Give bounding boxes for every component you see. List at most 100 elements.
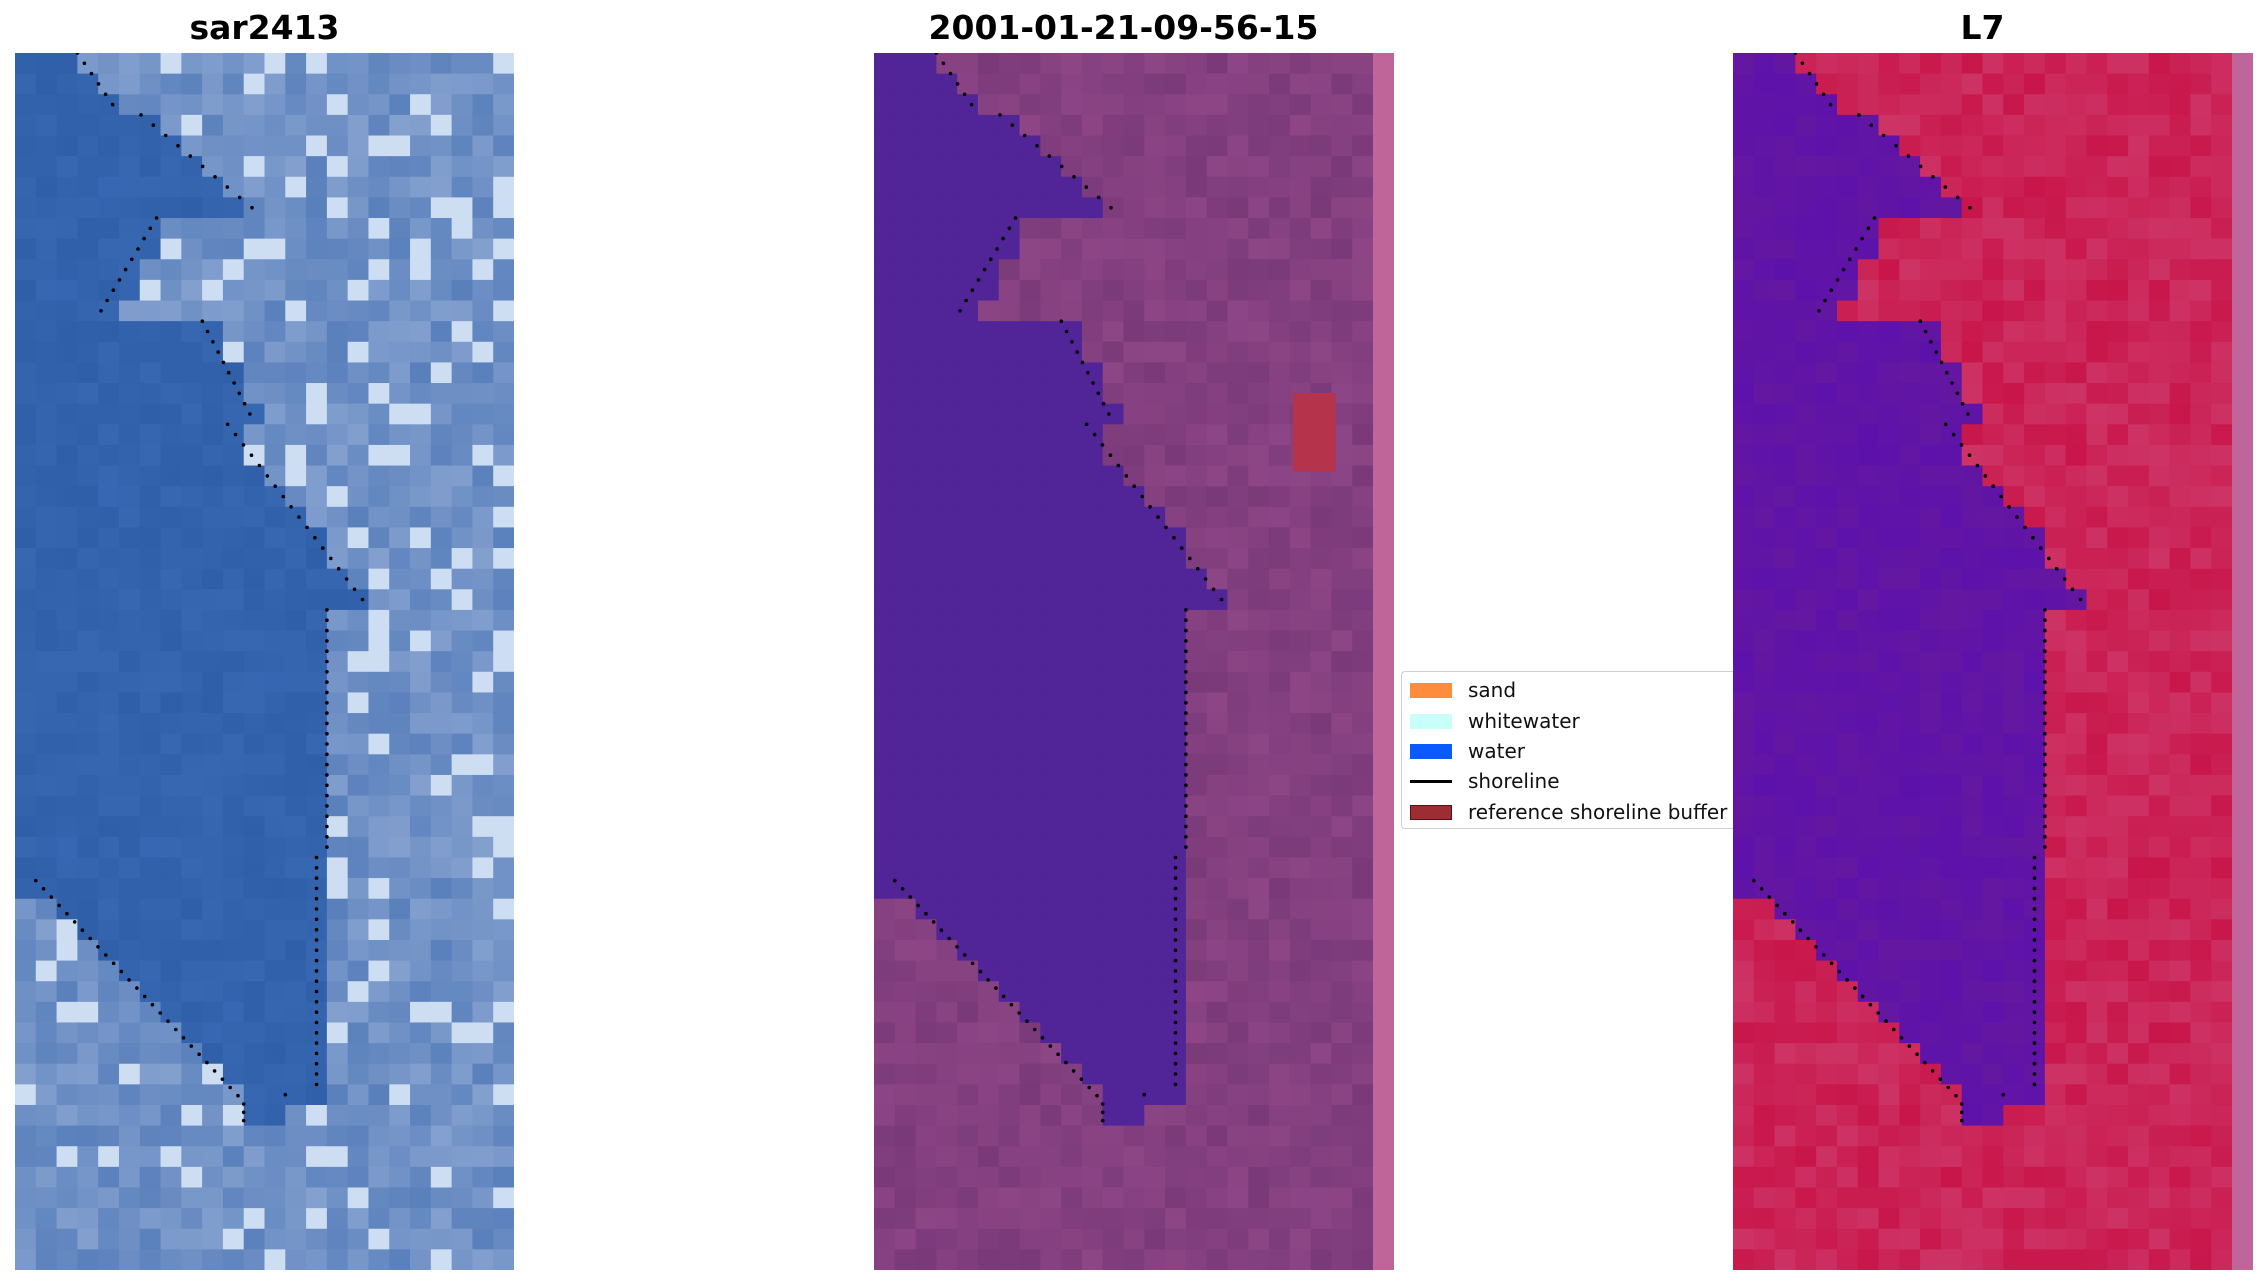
shoreline-dot	[2032, 917, 2037, 922]
shoreline-dot	[248, 412, 252, 416]
shoreline-dot	[188, 154, 193, 158]
shoreline-dot	[1790, 920, 1795, 924]
shoreline-dot	[1184, 680, 1188, 684]
shoreline-dot	[103, 92, 108, 97]
shoreline-dot	[1064, 1060, 1068, 1065]
shoreline-dot	[265, 474, 270, 478]
shoreline-dot	[2043, 845, 2047, 849]
shoreline-dot	[1866, 226, 1871, 231]
shoreline-dot	[1184, 701, 1188, 705]
shoreline-dot	[236, 1093, 240, 1098]
shoreline-dot	[1195, 566, 1200, 571]
shoreline-dot	[955, 945, 959, 949]
shoreline-dot	[1172, 535, 1176, 540]
shoreline-dot	[154, 216, 159, 220]
shoreline-dot	[119, 969, 124, 974]
shoreline-dot	[1951, 432, 1956, 437]
shoreline-dot	[1829, 288, 1834, 292]
shoreline-dot	[212, 1069, 217, 1073]
shoreline-dot	[1975, 463, 1980, 468]
shoreline-dot	[1001, 994, 1006, 999]
shoreline-dot	[200, 164, 205, 169]
shoreline-dot	[228, 1085, 232, 1090]
shoreline-dot	[2043, 628, 2047, 633]
shoreline-dot	[1939, 360, 1944, 365]
shoreline-dot	[1173, 896, 1178, 901]
shoreline-dot	[237, 391, 242, 396]
shoreline-dot	[158, 1011, 162, 1015]
shoreline-dot	[135, 986, 139, 990]
shoreline-dot	[2032, 1072, 2037, 1076]
shoreline-dot	[241, 443, 246, 447]
shoreline-dot	[2032, 896, 2037, 901]
shoreline-dot	[1943, 185, 1948, 189]
shoreline-dot	[336, 566, 341, 571]
rgb-satellite-image	[15, 53, 514, 1270]
shoreline-dot	[1894, 144, 1898, 148]
shoreline-line-symbol	[1410, 779, 1452, 783]
shoreline-dot	[2032, 855, 2037, 860]
shoreline-dot	[325, 814, 329, 818]
shoreline-dot	[1845, 978, 1849, 982]
shoreline-dot	[1056, 1052, 1060, 1057]
shoreline-dot	[970, 961, 975, 966]
shoreline-dot	[1096, 195, 1101, 200]
shoreline-dot	[1876, 1011, 1880, 1015]
shoreline-dot	[2043, 639, 2047, 643]
shoreline-dot	[1884, 1019, 1888, 1023]
shoreline-dot	[225, 185, 230, 189]
shoreline-dot	[1173, 855, 1178, 860]
shoreline-dot	[1841, 267, 1846, 272]
shoreline-dot	[314, 1031, 319, 1035]
shoreline-dot	[1184, 835, 1188, 839]
shoreline-dot	[1868, 1002, 1873, 1007]
shoreline-dot	[325, 762, 329, 767]
shoreline-dot	[216, 350, 220, 354]
shoreline-dot	[1132, 484, 1136, 489]
shoreline-dot	[111, 288, 116, 292]
shoreline-dot	[150, 1002, 155, 1007]
shoreline-dot	[314, 917, 319, 922]
shoreline-dot	[2001, 1092, 2006, 1097]
shoreline-dot	[2043, 618, 2047, 622]
shoreline-dot	[314, 1051, 319, 1056]
index-panel-title: L7	[1960, 8, 2005, 47]
shoreline-dot	[242, 401, 247, 406]
shoreline-dot	[2043, 742, 2047, 746]
shoreline-dot	[1064, 329, 1069, 334]
shoreline-dot	[2032, 1031, 2037, 1035]
shoreline-dot	[1800, 61, 1805, 66]
shoreline-dot	[1048, 1044, 1053, 1048]
shoreline-dot	[1759, 887, 1764, 891]
shoreline-dot	[1071, 1069, 1076, 1073]
shoreline-dot	[49, 895, 54, 899]
shoreline-dot	[1184, 659, 1188, 664]
shoreline-dot	[314, 948, 319, 953]
shoreline-dot	[982, 267, 987, 272]
shoreline-dot	[941, 61, 946, 66]
shoreline-dot	[257, 463, 262, 468]
shoreline-dot	[314, 907, 319, 911]
shoreline-dot	[314, 896, 319, 901]
shoreline-dot	[1100, 1118, 1105, 1123]
shoreline-dot	[1040, 1036, 1045, 1040]
shoreline-dot	[2043, 835, 2047, 839]
shoreline-dot	[2043, 659, 2047, 664]
shoreline-dot	[250, 205, 254, 210]
shoreline-dot	[1211, 587, 1216, 592]
shoreline-dot	[970, 288, 975, 292]
shoreline-dot	[297, 515, 301, 519]
shoreline-dot	[1184, 845, 1188, 849]
shoreline-dot	[1184, 649, 1188, 653]
shoreline-dot	[1829, 961, 1834, 966]
shoreline-dot	[893, 878, 897, 883]
shoreline-dot	[1814, 945, 1818, 949]
shoreline-dot	[1148, 505, 1152, 509]
shoreline-dot	[75, 53, 80, 55]
shoreline-dot	[136, 247, 140, 251]
shoreline-dot	[105, 298, 109, 303]
legend-label: water	[1468, 739, 1525, 763]
shoreline-dot	[325, 824, 329, 829]
shoreline-dot	[325, 783, 329, 788]
shoreline-dot	[931, 920, 936, 924]
